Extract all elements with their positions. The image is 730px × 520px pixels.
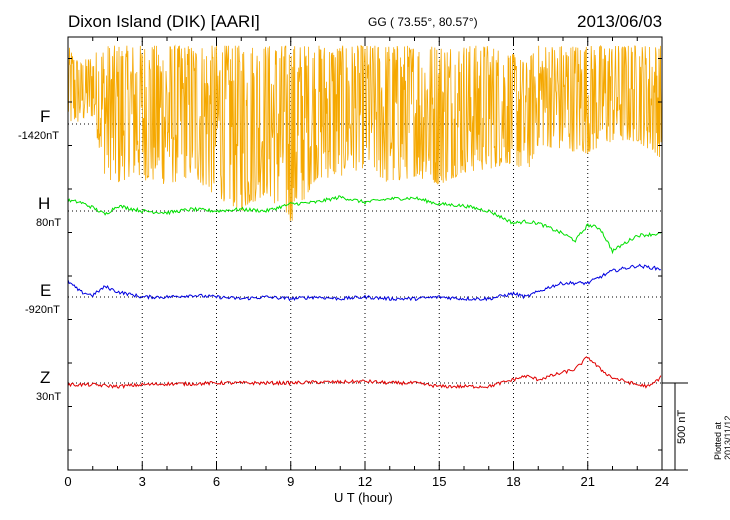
x-tick-label: 3: [138, 474, 146, 489]
series-label-h: H: [38, 194, 51, 213]
series-line-e: [67, 263, 661, 302]
chart-date: 2013/06/03: [577, 12, 663, 31]
scale-bar-label: 500 nT: [676, 409, 688, 444]
x-tick-label: 0: [64, 474, 72, 489]
x-tick-label: 21: [580, 474, 595, 489]
series-label-z: Z: [40, 368, 51, 387]
series-baseline-f: -1420nT: [18, 130, 59, 142]
x-tick-label: 24: [654, 474, 670, 489]
chart-series-group: [67, 44, 663, 390]
x-tick-label: 6: [212, 474, 221, 489]
series-line-h: [67, 195, 661, 255]
x-axis-label: U T (hour): [334, 490, 393, 505]
plotted-timestamp: Plotted at 2013/11/12 11:34 UT: [713, 415, 730, 460]
series-baseline-z: 30nT: [36, 391, 62, 403]
series-label-e: E: [40, 281, 52, 300]
station-coordinates: GG ( 73.55°, 80.57°): [368, 15, 478, 29]
series-label-f: F: [40, 107, 51, 126]
series-baseline-h: 80nT: [36, 217, 62, 229]
series-line-z: [67, 356, 662, 390]
station-title: Dixon Island (DIK) [AARI]: [68, 12, 260, 31]
x-tick-label: 9: [287, 474, 295, 489]
x-tick-label: 18: [506, 474, 521, 489]
series-line-f: [67, 44, 663, 221]
x-tick-label: 15: [432, 474, 447, 489]
series-baseline-e: -920nT: [25, 304, 60, 316]
x-tick-label: 12: [357, 474, 373, 489]
chart-frame: [67, 36, 688, 471]
